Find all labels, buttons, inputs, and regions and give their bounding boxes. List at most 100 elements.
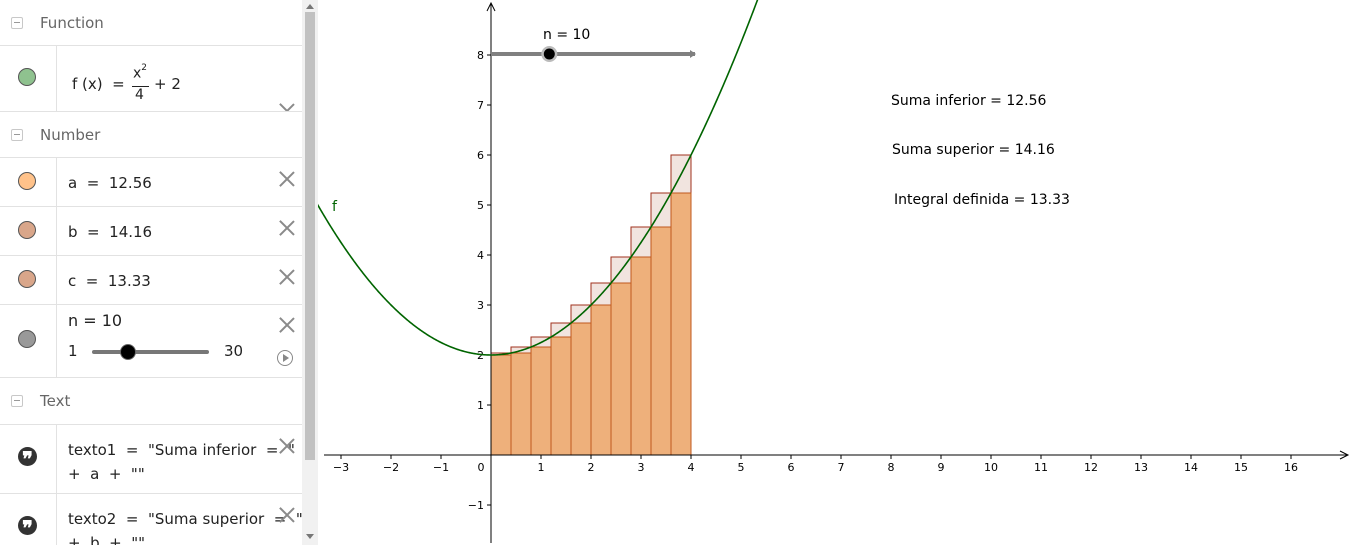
group-title: Text <box>40 392 71 410</box>
delete-icon[interactable] <box>278 316 296 334</box>
group-header-text[interactable]: Text <box>0 377 302 424</box>
x-tick-label: 12 <box>1084 461 1098 474</box>
marble-cell <box>0 256 57 304</box>
function-label[interactable]: f <box>332 199 338 215</box>
y-tick-label: −1 <box>468 499 484 512</box>
x-tick-label: 6 <box>788 461 795 474</box>
x-tick-label: 7 <box>838 461 845 474</box>
marble-cell <box>0 207 57 255</box>
group-title: Function <box>40 14 104 32</box>
riemann-rectangles <box>490 154 692 456</box>
collapse-icon[interactable] <box>11 129 23 141</box>
algebra-view: Function f (x) = x2 4 + 2 Number a = 12.… <box>0 0 303 545</box>
scroll-thumb[interactable] <box>305 12 315 460</box>
scroll-up-icon[interactable] <box>306 4 314 9</box>
lower-sum-rect <box>530 346 552 456</box>
marble-cell <box>0 305 57 377</box>
collapse-icon[interactable] <box>11 17 23 29</box>
x-tick-label: 2 <box>588 461 595 474</box>
fraction-denominator: 4 <box>135 87 144 103</box>
slider-knob-center[interactable] <box>543 48 555 60</box>
lower-sum-rect <box>670 192 692 456</box>
slider-label[interactable]: n = 10 <box>543 27 590 43</box>
function-expression[interactable]: f (x) = x2 4 + 2 <box>72 63 252 105</box>
graphics-view[interactable]: −3 −2 −1 0 1 2 3 4 5 6 7 8 9 10 11 12 13 14 15 16 −1 1 2 3 4 5 6 7 8… <box>318 0 1352 545</box>
text-expression-line1[interactable]: texto1 = "Suma inferior = " <box>68 441 295 459</box>
quote-icon[interactable]: ❞ <box>18 447 37 466</box>
lower-sum-rect <box>630 256 652 456</box>
y-tick-label: 5 <box>477 199 484 212</box>
slider-expression-n[interactable]: n = 10 <box>68 311 123 330</box>
x-tick-label: 16 <box>1284 461 1298 474</box>
play-icon[interactable] <box>277 350 293 366</box>
y-tick-label: 8 <box>477 49 484 62</box>
group-header-function[interactable]: Function <box>0 0 302 45</box>
number-expression-a[interactable]: a = 12.56 <box>68 174 152 192</box>
number-row-b[interactable]: b = 14.16 <box>0 206 302 255</box>
slider-track[interactable] <box>92 350 209 354</box>
lower-sum-rect <box>550 336 572 456</box>
text-row-texto1[interactable]: ❞ texto1 = "Suma inferior = " + a + "" <box>0 424 302 493</box>
text-expression-line2[interactable]: + b + "" <box>68 534 146 545</box>
marble-cell: ❞ <box>0 494 57 545</box>
delete-icon[interactable] <box>278 170 296 188</box>
slider-row-n[interactable]: n = 10 1 30 <box>0 304 302 377</box>
function-curve[interactable] <box>318 0 759 356</box>
delete-icon[interactable] <box>278 506 296 524</box>
graphics-canvas[interactable]: −3 −2 −1 0 1 2 3 4 5 6 7 8 9 10 11 12 13 14 15 16−112345678… <box>318 0 1352 545</box>
x-axis-arrow-icon <box>1339 450 1350 460</box>
x-tick-label: 0 <box>478 461 485 474</box>
lower-sum-rect <box>510 352 532 456</box>
delete-icon[interactable] <box>278 219 296 237</box>
y-tick-label: 2 <box>477 349 484 362</box>
visibility-marble-icon[interactable] <box>18 221 36 239</box>
text-integral-definida[interactable]: Integral definida = 13.33 <box>894 192 1070 208</box>
x-tick-label: 11 <box>1034 461 1048 474</box>
visibility-marble-icon[interactable] <box>18 330 36 348</box>
lower-sum-rect <box>490 354 512 456</box>
delete-icon[interactable] <box>278 268 296 286</box>
group-header-number[interactable]: Number <box>0 111 302 157</box>
number-expression-c[interactable]: c = 13.33 <box>68 272 151 290</box>
x-tick-label: 9 <box>938 461 945 474</box>
text-expression-line2[interactable]: + a + "" <box>68 465 145 483</box>
visibility-marble-icon[interactable] <box>18 68 36 86</box>
x-tick-label: 15 <box>1234 461 1248 474</box>
scroll-down-icon[interactable] <box>306 534 314 539</box>
y-tick-label: 6 <box>477 149 484 162</box>
marble-cell <box>0 46 57 111</box>
text-suma-inferior[interactable]: Suma inferior = 12.56 <box>891 93 1047 109</box>
function-row[interactable]: f (x) = x2 4 + 2 <box>0 45 302 111</box>
text-suma-superior[interactable]: Suma superior = 14.16 <box>892 142 1055 158</box>
marble-cell: ❞ <box>0 425 57 493</box>
y-tick-label: 7 <box>477 99 484 112</box>
group-title: Number <box>40 126 101 144</box>
collapse-icon[interactable] <box>11 395 23 407</box>
lower-sum-rect <box>650 226 672 456</box>
delete-icon[interactable] <box>278 437 296 455</box>
fraction-bar <box>132 86 149 87</box>
lower-sum-rect <box>570 322 592 456</box>
x-tick-label: 4 <box>688 461 695 474</box>
slider-max-label: 30 <box>224 342 244 360</box>
function-lhs: f (x) = <box>72 75 125 93</box>
visibility-marble-icon[interactable] <box>18 270 36 288</box>
quote-icon[interactable]: ❞ <box>18 516 37 535</box>
number-row-a[interactable]: a = 12.56 <box>0 157 302 206</box>
x-tick-label: −3 <box>333 461 349 474</box>
algebra-scrollbar[interactable] <box>302 0 318 545</box>
fraction-numerator: x2 <box>133 63 148 82</box>
y-tick-label: 1 <box>477 399 484 412</box>
visibility-marble-icon[interactable] <box>18 172 36 190</box>
slider-knob[interactable] <box>120 344 136 360</box>
text-expression-line1[interactable]: texto2 = "Suma superior = " <box>68 510 303 528</box>
number-row-c[interactable]: c = 13.33 <box>0 255 302 304</box>
text-row-texto2[interactable]: ❞ texto2 = "Suma superior = " + b + "" <box>0 493 302 545</box>
slider-min-label: 1 <box>68 342 78 360</box>
slider-arrow-icon <box>690 50 696 58</box>
x-tick-label: −1 <box>433 461 449 474</box>
x-tick-label: 13 <box>1134 461 1148 474</box>
y-tick-label: 4 <box>477 249 484 262</box>
number-expression-b[interactable]: b = 14.16 <box>68 223 153 241</box>
